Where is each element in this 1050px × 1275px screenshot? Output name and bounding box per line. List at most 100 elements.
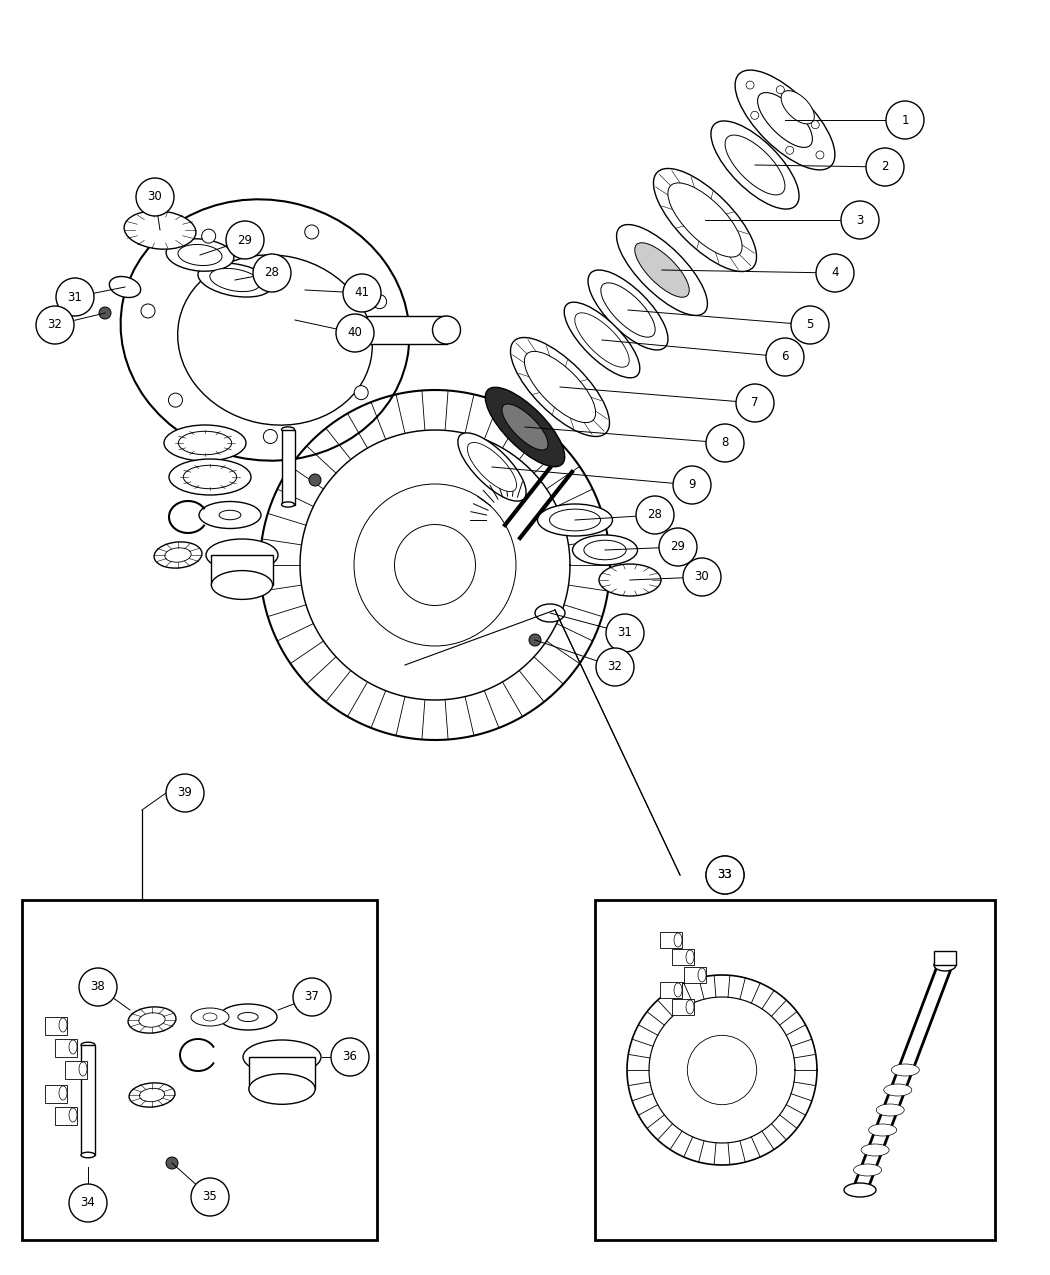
Circle shape (812, 121, 819, 129)
Bar (249, 1057, 315, 1089)
Text: 28: 28 (648, 509, 663, 521)
Circle shape (606, 615, 644, 652)
Ellipse shape (536, 604, 565, 622)
Circle shape (99, 307, 111, 319)
Ellipse shape (467, 442, 517, 492)
Circle shape (673, 465, 711, 504)
Bar (55, 1039, 77, 1057)
Ellipse shape (177, 245, 222, 265)
Bar (366, 316, 446, 344)
Circle shape (168, 393, 183, 407)
Ellipse shape (121, 199, 410, 460)
Ellipse shape (164, 425, 246, 462)
Ellipse shape (59, 1086, 67, 1100)
Text: 29: 29 (671, 541, 686, 553)
Text: 1: 1 (901, 113, 908, 126)
Ellipse shape (549, 509, 601, 530)
Ellipse shape (433, 316, 461, 344)
Ellipse shape (502, 404, 548, 450)
Ellipse shape (674, 933, 682, 947)
Circle shape (706, 425, 744, 462)
Ellipse shape (861, 1144, 889, 1156)
Ellipse shape (238, 1012, 258, 1021)
Circle shape (766, 338, 804, 376)
Ellipse shape (177, 255, 373, 425)
Ellipse shape (198, 263, 272, 297)
Ellipse shape (601, 283, 655, 337)
Circle shape (816, 254, 854, 292)
Ellipse shape (79, 1062, 87, 1076)
Circle shape (309, 474, 321, 486)
Bar (45, 1085, 67, 1103)
Ellipse shape (109, 277, 141, 297)
Ellipse shape (139, 1012, 165, 1028)
Ellipse shape (219, 1003, 277, 1030)
Ellipse shape (635, 242, 689, 297)
Circle shape (36, 306, 74, 344)
Text: 33: 33 (717, 868, 733, 881)
Text: 32: 32 (47, 319, 62, 332)
Ellipse shape (686, 1000, 694, 1014)
Ellipse shape (884, 1084, 911, 1096)
Ellipse shape (281, 502, 294, 507)
Text: 6: 6 (781, 351, 789, 363)
Circle shape (373, 295, 386, 309)
Text: 34: 34 (81, 1196, 96, 1210)
Ellipse shape (154, 542, 202, 569)
Ellipse shape (726, 135, 785, 195)
Ellipse shape (757, 93, 813, 148)
Circle shape (785, 147, 794, 154)
Circle shape (226, 221, 264, 259)
Text: 38: 38 (90, 980, 105, 993)
Ellipse shape (129, 1082, 175, 1107)
Circle shape (293, 978, 331, 1016)
Ellipse shape (891, 1065, 920, 1076)
Circle shape (659, 528, 697, 566)
Text: 37: 37 (304, 991, 319, 1003)
Circle shape (202, 230, 215, 244)
Circle shape (636, 496, 674, 534)
Ellipse shape (281, 427, 294, 432)
Ellipse shape (735, 70, 835, 170)
Circle shape (776, 85, 784, 94)
Bar (81, 1046, 94, 1155)
Circle shape (69, 1184, 107, 1221)
Text: 8: 8 (721, 436, 729, 450)
Circle shape (141, 303, 155, 317)
Bar (595, 900, 995, 1241)
Ellipse shape (210, 269, 260, 292)
Ellipse shape (868, 1125, 897, 1136)
Bar (672, 949, 694, 965)
Bar (660, 982, 683, 998)
Text: 36: 36 (342, 1051, 357, 1063)
Circle shape (253, 254, 291, 292)
Bar (211, 555, 273, 585)
Ellipse shape (598, 564, 662, 595)
Ellipse shape (178, 431, 232, 455)
Circle shape (841, 201, 879, 238)
Circle shape (596, 648, 634, 686)
Bar (55, 1107, 77, 1125)
Ellipse shape (668, 182, 742, 258)
Circle shape (791, 306, 830, 344)
Circle shape (343, 274, 381, 312)
Circle shape (866, 148, 904, 186)
Circle shape (682, 558, 721, 595)
Ellipse shape (69, 1108, 77, 1122)
Text: 3: 3 (857, 213, 864, 227)
Text: 29: 29 (237, 233, 252, 246)
Text: 31: 31 (67, 291, 83, 303)
Ellipse shape (674, 983, 682, 997)
Ellipse shape (191, 1009, 229, 1026)
Ellipse shape (485, 388, 565, 467)
Text: 32: 32 (608, 660, 623, 673)
Ellipse shape (184, 465, 236, 488)
Circle shape (529, 634, 541, 646)
Circle shape (136, 179, 174, 215)
Ellipse shape (128, 1007, 176, 1033)
Circle shape (56, 278, 94, 316)
Ellipse shape (686, 950, 694, 964)
Ellipse shape (166, 238, 234, 272)
Text: 30: 30 (148, 190, 163, 204)
Ellipse shape (81, 1153, 94, 1158)
